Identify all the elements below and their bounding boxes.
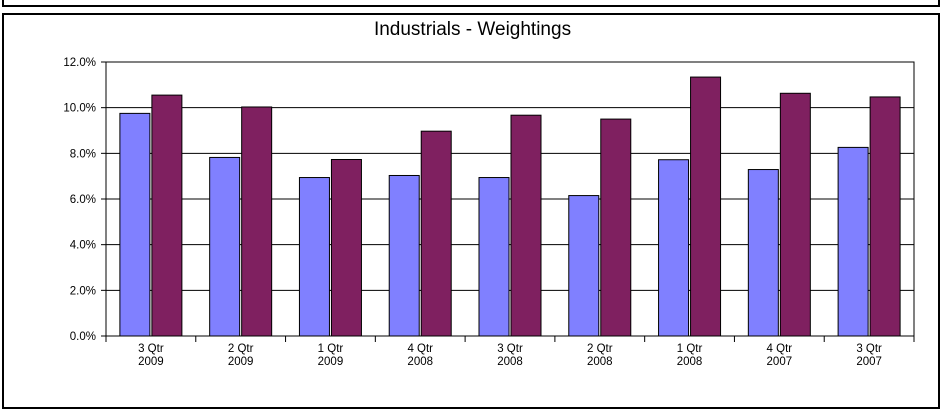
x-tick-label: 2007: [856, 356, 882, 368]
y-tick-label: 12.0%: [63, 57, 96, 69]
x-tick-label: 2008: [407, 356, 433, 368]
x-tick-label: 3 Qtr: [856, 343, 882, 355]
x-tick-label: 2009: [138, 356, 164, 368]
x-tick-label: 2007: [767, 356, 793, 368]
bar: [151, 94, 183, 337]
x-tick-label: 4 Qtr: [407, 343, 433, 355]
bar: [241, 106, 273, 337]
bar: [779, 92, 811, 337]
x-tick-label: 2 Qtr: [587, 343, 613, 355]
upper-panel-edge: [2, 0, 940, 7]
bar: [330, 158, 362, 337]
bar: [658, 159, 690, 337]
bar: [510, 114, 542, 337]
bar: [119, 112, 151, 337]
bar: [420, 130, 452, 337]
x-tick-label: 1 Qtr: [677, 343, 703, 355]
y-tick-label: 6.0%: [70, 194, 96, 206]
bar: [600, 118, 632, 337]
x-tick-label: 1 Qtr: [318, 343, 344, 355]
x-tick-label: 2008: [587, 356, 613, 368]
y-tick-label: 2.0%: [70, 285, 96, 297]
bar: [478, 177, 510, 337]
bar: [747, 169, 779, 337]
chart-title: Industrials - Weightings: [373, 19, 572, 40]
x-tick-label: 2 Qtr: [228, 343, 254, 355]
x-tick-label: 2009: [318, 356, 344, 368]
bar: [837, 146, 869, 337]
y-tick-label: 4.0%: [70, 240, 96, 252]
x-tick-label: 2008: [677, 356, 703, 368]
bar: [388, 174, 420, 337]
y-tick-label: 8.0%: [70, 148, 96, 160]
bar: [690, 76, 722, 337]
x-tick-label: 3 Qtr: [138, 343, 164, 355]
x-tick-label: 2009: [228, 356, 254, 368]
bar: [568, 195, 600, 337]
y-tick-label: 10.0%: [63, 103, 96, 115]
x-tick-label: 4 Qtr: [767, 343, 793, 355]
bar: [298, 177, 330, 337]
bar: [869, 96, 901, 337]
plot-area: [105, 61, 915, 337]
y-tick-label: 0.0%: [70, 331, 96, 343]
x-tick-label: 2008: [497, 356, 523, 368]
x-tick-label: 3 Qtr: [497, 343, 523, 355]
bar: [209, 156, 241, 337]
